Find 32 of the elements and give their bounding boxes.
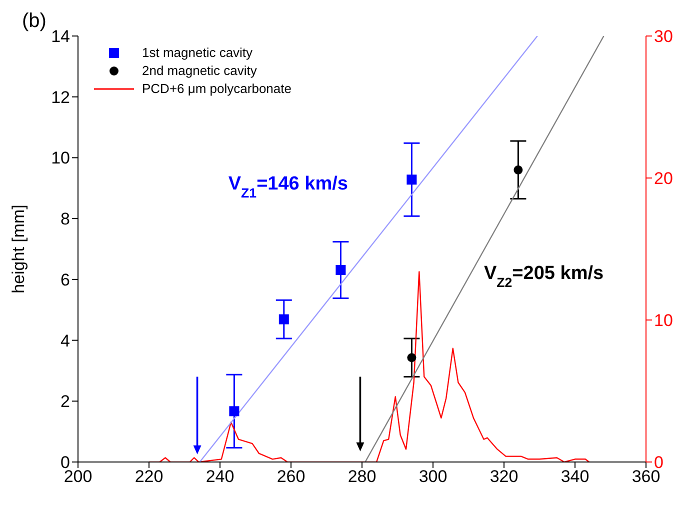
point — [336, 264, 346, 275]
point — [229, 406, 240, 416]
legend-label: PCD+6 μm polycarbonate — [142, 80, 292, 98]
x-tick-label: 220 — [134, 467, 164, 486]
point — [278, 314, 289, 324]
y-axis-title: height [mm] — [9, 204, 28, 294]
point — [514, 165, 523, 174]
chart-title: (b) — [22, 10, 46, 33]
y-tick-label: 2 — [60, 392, 70, 412]
legend-label: 1st magnetic cavity — [142, 44, 253, 62]
y-tick-label: 12 — [51, 88, 70, 107]
x-tick-label: 260 — [276, 467, 306, 486]
point — [406, 174, 417, 185]
x-tick-label: 320 — [490, 467, 518, 486]
x-tick-label: 340 — [560, 467, 590, 486]
x-tick-label: 240 — [206, 467, 234, 486]
y2-tick-label: 20 — [654, 169, 673, 188]
y-tick-label: 10 — [51, 148, 70, 168]
y-tick-label: 14 — [51, 27, 70, 46]
annotation: V$_{Z2}$=205 km/s — [484, 262, 604, 290]
y-tick-label: 6 — [60, 270, 70, 290]
x-tick-label: 300 — [418, 467, 448, 486]
x-tick-label: 280 — [348, 467, 376, 486]
point — [407, 353, 416, 362]
x-tick-label: 200 — [64, 467, 92, 486]
y2-tick-label: 10 — [654, 311, 673, 330]
y-tick-label: 4 — [60, 331, 70, 350]
legend-label: 2nd magnetic cavity — [142, 62, 257, 80]
y2-tick-label: 30 — [654, 27, 673, 46]
x-tick-label: 360 — [632, 467, 660, 486]
annotation: V$_{Z1}$=146 km/s — [228, 173, 348, 200]
y-tick-label: 8 — [60, 210, 70, 229]
